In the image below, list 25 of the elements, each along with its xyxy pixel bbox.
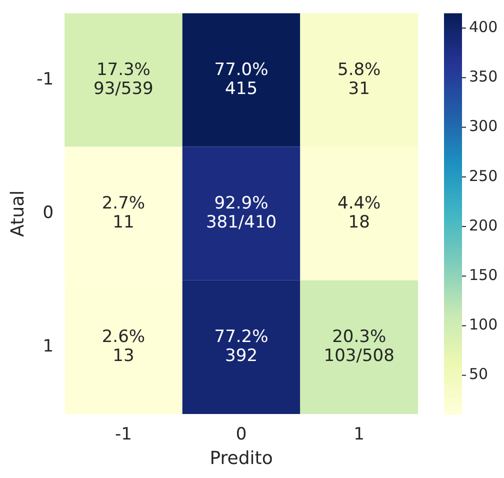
y-tick-label: -1 [36,69,54,90]
data-label: 2.7% 11 [102,194,146,233]
data-label: 17.3% 93/539 [94,60,154,99]
color-bar-label: 100 [469,316,498,334]
data-label: 5.8% 31 [337,60,381,99]
y-axis-title: Atual [7,190,28,237]
data-label: 2.6% 13 [102,327,146,366]
data-label: 20.3% 103/508 [324,327,394,366]
x-tick-label: 0 [236,424,247,445]
x-tick-label: 1 [354,424,365,445]
color-bar-label: 400 [469,18,498,36]
x-axis-title: Predito [210,448,273,469]
data-label: 77.2% 392 [214,327,268,366]
color-bar-label: 300 [469,117,498,136]
y-tick-label: 0 [42,203,54,224]
y-tick-label: 1 [42,336,54,357]
x-tick-label: -1 [114,424,132,445]
color-bar-label: 50 [469,365,488,384]
data-label: 77.0% 415 [214,60,268,99]
color-bar-label: 200 [469,216,498,234]
data-label: 92.9% 381/410 [206,194,277,233]
data-label: 4.4% 18 [337,194,381,233]
color-bar-label: 150 [469,266,498,284]
color-bar-label: 250 [469,166,498,185]
color-bar-label: 350 [469,68,498,86]
